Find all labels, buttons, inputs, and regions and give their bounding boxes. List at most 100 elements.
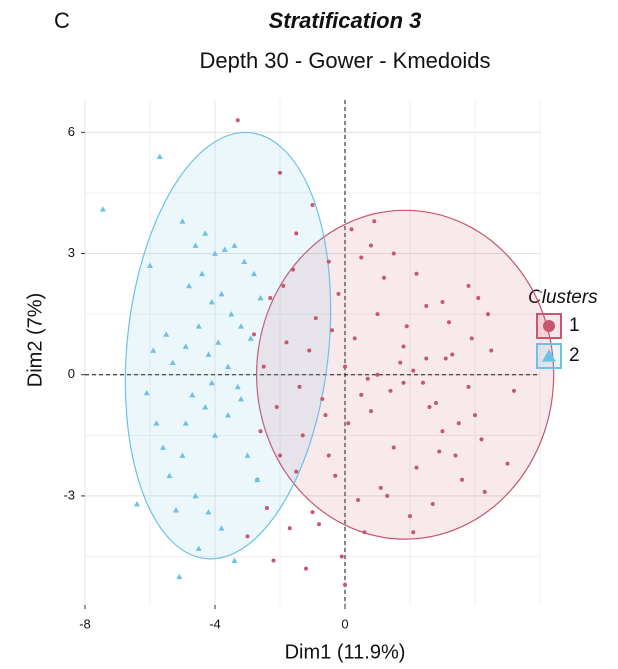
circle-point — [326, 259, 331, 264]
circle-point — [466, 384, 471, 389]
circle-point — [411, 368, 416, 373]
y-tick-label: 0 — [68, 366, 75, 381]
circle-point — [294, 469, 299, 474]
panel-label: C — [54, 8, 70, 33]
legend-label: 2 — [569, 345, 580, 366]
triangle-point — [199, 270, 205, 277]
circle-point — [369, 409, 373, 414]
circle-point — [343, 364, 347, 369]
circle-point — [414, 465, 419, 470]
legend-key — [536, 343, 562, 369]
circle-point — [336, 291, 341, 296]
circle-point — [447, 320, 451, 325]
circle-point — [382, 275, 386, 280]
triangle-point — [182, 420, 189, 426]
triangle-point — [176, 573, 183, 580]
triangle-point — [254, 476, 261, 483]
y-axis-label: Dim2 (7%) — [24, 293, 46, 387]
triangle-point — [160, 444, 166, 450]
triangle-point — [179, 452, 186, 458]
x-axis-label: Dim1 (11.9%) — [285, 641, 406, 663]
circle-point — [473, 413, 477, 418]
chart-subtitle: Depth 30 - Gower - Kmedoids — [199, 48, 490, 73]
circle-point — [460, 477, 464, 482]
legend-title: Clusters — [528, 287, 598, 308]
triangle-point — [542, 349, 556, 362]
triangle-point — [205, 351, 212, 357]
circle-point — [274, 405, 279, 410]
circle-point — [430, 502, 435, 506]
circle-point — [421, 380, 425, 385]
circle-point — [343, 582, 347, 587]
circle-point — [482, 489, 487, 494]
triangle-point — [173, 507, 179, 513]
circle-point — [281, 283, 286, 288]
triangle-point — [195, 323, 202, 329]
triangle-point — [192, 492, 199, 499]
circle-point — [456, 421, 461, 426]
circle-point — [512, 388, 516, 393]
circle-point — [291, 267, 295, 272]
x-tick-label: -8 — [79, 616, 91, 631]
triangle-point — [208, 379, 215, 386]
circle-point — [489, 348, 494, 353]
circle-point — [284, 340, 289, 345]
circle-point — [440, 429, 445, 434]
triangle-point — [202, 230, 209, 236]
circle-point — [310, 203, 315, 208]
triangle-point — [231, 557, 238, 563]
circle-point — [427, 405, 432, 410]
circle-point — [235, 118, 240, 123]
triangle-point — [225, 363, 231, 370]
circle-point — [245, 534, 250, 539]
circle-point — [414, 271, 419, 276]
triangle-point — [212, 432, 218, 438]
circle-point — [356, 497, 360, 502]
circle-point — [404, 324, 409, 329]
circle-point — [278, 170, 282, 175]
circle-point — [440, 300, 445, 304]
points — [99, 118, 516, 587]
circle-point — [307, 348, 312, 353]
circle-point — [346, 421, 351, 426]
circle-point — [388, 388, 393, 393]
triangle-point — [186, 282, 192, 289]
circle-point — [466, 283, 471, 288]
legend-label: 1 — [569, 315, 580, 336]
circle-point — [401, 344, 406, 349]
circle-point — [401, 380, 406, 385]
triangle-point — [179, 218, 186, 224]
triangle-point — [218, 290, 225, 297]
triangle-point — [99, 206, 106, 212]
circle-point — [349, 227, 354, 232]
circle-point — [352, 336, 357, 341]
triangle-point — [192, 242, 199, 248]
circle-point — [437, 449, 442, 454]
circle-point — [476, 295, 481, 300]
circle-point — [365, 376, 370, 381]
triangle-point — [202, 404, 209, 410]
circle-point — [310, 510, 315, 515]
circle-point — [333, 473, 338, 478]
circle-point — [258, 429, 263, 434]
circle-point — [443, 356, 448, 361]
circle-point — [323, 413, 328, 418]
triangle-point — [153, 420, 160, 426]
circle-point — [434, 401, 438, 405]
circle-point — [359, 392, 364, 397]
triangle-point — [169, 359, 176, 365]
circle-point — [317, 522, 321, 527]
circle-point — [408, 514, 412, 519]
circle-point — [252, 332, 256, 337]
circle-point — [450, 352, 455, 357]
triangle-point — [257, 294, 264, 301]
y-tick-label: 3 — [68, 245, 75, 260]
ellipses — [124, 131, 555, 560]
circle-point — [505, 461, 510, 466]
circle-point — [369, 243, 373, 248]
circle-point — [313, 316, 318, 321]
circle-point — [326, 453, 331, 458]
circle-point — [359, 255, 364, 260]
circle-point — [372, 219, 377, 224]
